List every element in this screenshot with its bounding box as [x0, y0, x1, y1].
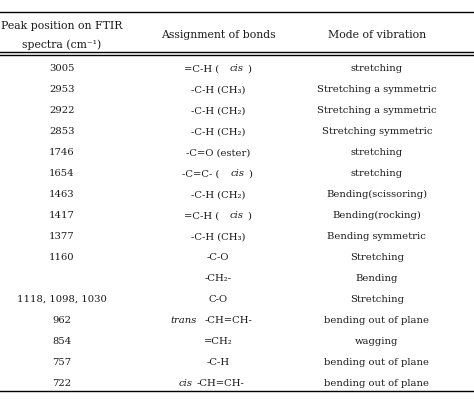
Text: =CH₂: =CH₂: [204, 336, 232, 345]
Text: 962: 962: [52, 315, 71, 324]
Text: Bending(rocking): Bending(rocking): [332, 211, 421, 220]
Text: -C-H (CH₂): -C-H (CH₂): [191, 127, 245, 136]
Text: wagging: wagging: [355, 336, 399, 345]
Text: =C-H (: =C-H (: [184, 64, 219, 73]
Text: trans: trans: [170, 315, 197, 324]
Text: 1463: 1463: [49, 190, 74, 198]
Text: -C-H (CH₂): -C-H (CH₂): [191, 190, 245, 198]
Text: -C-H (CH₂): -C-H (CH₂): [191, 106, 245, 115]
Text: 1654: 1654: [49, 169, 74, 178]
Text: bending out of plane: bending out of plane: [324, 357, 429, 366]
Text: C-O: C-O: [209, 294, 228, 303]
Text: -C-H: -C-H: [207, 357, 229, 366]
Text: Stretching: Stretching: [350, 253, 404, 261]
Text: 757: 757: [52, 357, 71, 366]
Text: -CH₂-: -CH₂-: [204, 273, 232, 282]
Text: Stretching symmetric: Stretching symmetric: [321, 127, 432, 136]
Text: 1377: 1377: [49, 231, 74, 241]
Text: bending out of plane: bending out of plane: [324, 378, 429, 387]
Text: stretching: stretching: [351, 64, 403, 73]
Text: Bending symmetric: Bending symmetric: [328, 231, 426, 241]
Text: -C-H (CH₃): -C-H (CH₃): [191, 231, 245, 241]
Text: stretching: stretching: [351, 169, 403, 178]
Text: Bending(scissoring): Bending(scissoring): [326, 190, 428, 198]
Text: ): ): [247, 64, 251, 73]
Text: 2922: 2922: [49, 106, 74, 115]
Text: 2953: 2953: [49, 85, 74, 94]
Text: -C-O: -C-O: [207, 253, 229, 261]
Text: Stretching a symmetric: Stretching a symmetric: [317, 85, 437, 94]
Text: 2853: 2853: [49, 127, 74, 136]
Text: Assignment of bonds: Assignment of bonds: [161, 30, 275, 40]
Text: Stretching: Stretching: [350, 294, 404, 303]
Text: 1417: 1417: [49, 211, 74, 220]
Text: ): ): [248, 169, 253, 178]
Text: -C=C- (: -C=C- (: [182, 169, 219, 178]
Text: cis: cis: [229, 64, 243, 73]
Text: stretching: stretching: [351, 148, 403, 157]
Text: 1118, 1098, 1030: 1118, 1098, 1030: [17, 294, 107, 303]
Text: Peak position on FTIR: Peak position on FTIR: [1, 21, 122, 31]
Text: -CH=CH-: -CH=CH-: [196, 378, 244, 387]
Text: bending out of plane: bending out of plane: [324, 315, 429, 324]
Text: cis: cis: [229, 211, 243, 220]
Text: cis: cis: [230, 169, 245, 178]
Text: Mode of vibration: Mode of vibration: [328, 30, 426, 40]
Text: -C-H (CH₃): -C-H (CH₃): [191, 85, 245, 94]
Text: 1160: 1160: [49, 253, 74, 261]
Text: 854: 854: [52, 336, 71, 345]
Text: cis: cis: [178, 378, 192, 387]
Text: 722: 722: [52, 378, 71, 387]
Text: 1746: 1746: [49, 148, 74, 157]
Text: Bending: Bending: [356, 273, 398, 282]
Text: -C=O (ester): -C=O (ester): [186, 148, 250, 157]
Text: spectra (cm⁻¹): spectra (cm⁻¹): [22, 39, 101, 50]
Text: =C-H (: =C-H (: [184, 211, 219, 220]
Text: ): ): [247, 211, 251, 220]
Text: -CH=CH-: -CH=CH-: [204, 315, 252, 324]
Text: 3005: 3005: [49, 64, 74, 73]
Text: Stretching a symmetric: Stretching a symmetric: [317, 106, 437, 115]
